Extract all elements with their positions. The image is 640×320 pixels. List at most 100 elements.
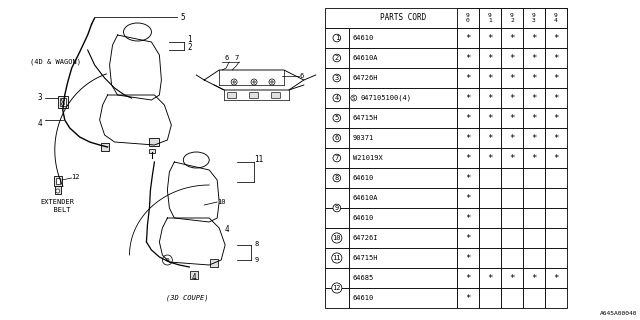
Text: *: *: [465, 213, 470, 222]
Text: 64715H: 64715H: [353, 115, 378, 121]
Text: *: *: [465, 93, 470, 102]
Text: *: *: [553, 93, 559, 102]
Text: 2: 2: [187, 44, 191, 52]
Circle shape: [163, 255, 172, 265]
Text: *: *: [531, 274, 536, 283]
Bar: [457, 288, 479, 308]
Text: *: *: [531, 74, 536, 83]
Bar: [479, 268, 501, 288]
Text: (4D & WAGON): (4D & WAGON): [30, 59, 81, 65]
Text: 12: 12: [333, 285, 341, 291]
Text: 4: 4: [335, 95, 339, 101]
Bar: [501, 88, 523, 108]
Text: *: *: [509, 114, 515, 123]
Bar: [545, 88, 567, 108]
Text: 7: 7: [335, 155, 339, 161]
Bar: [501, 168, 523, 188]
Text: *: *: [487, 154, 493, 163]
Circle shape: [231, 79, 237, 85]
Bar: [479, 188, 501, 208]
Text: 64685: 64685: [353, 275, 374, 281]
Bar: [545, 208, 567, 228]
Text: 8: 8: [335, 175, 339, 181]
Text: *: *: [487, 34, 493, 43]
Bar: [545, 168, 567, 188]
Bar: [349, 248, 457, 268]
Text: 1: 1: [187, 36, 191, 44]
Text: *: *: [553, 133, 559, 142]
Text: A645A00040: A645A00040: [600, 311, 637, 316]
Text: *: *: [509, 154, 515, 163]
Bar: [501, 28, 523, 48]
Bar: [523, 208, 545, 228]
Bar: [501, 48, 523, 68]
Text: *: *: [553, 274, 559, 283]
Text: 3: 3: [335, 75, 339, 81]
Bar: [523, 148, 545, 168]
Text: 5: 5: [335, 115, 339, 121]
Circle shape: [271, 81, 273, 83]
FancyBboxPatch shape: [56, 178, 60, 184]
Bar: [349, 188, 457, 208]
Bar: [545, 288, 567, 308]
Bar: [523, 68, 545, 88]
Bar: [349, 268, 457, 288]
Text: *: *: [465, 234, 470, 243]
Bar: [479, 288, 501, 308]
Text: *: *: [509, 53, 515, 62]
Ellipse shape: [124, 23, 152, 41]
Bar: [479, 8, 501, 28]
Bar: [325, 28, 349, 48]
Circle shape: [251, 79, 257, 85]
Bar: [457, 68, 479, 88]
Bar: [325, 8, 567, 28]
Bar: [479, 128, 501, 148]
Bar: [479, 228, 501, 248]
Text: *: *: [509, 274, 515, 283]
Bar: [479, 48, 501, 68]
Text: 64726H: 64726H: [353, 75, 378, 81]
FancyBboxPatch shape: [54, 176, 62, 186]
Text: 6: 6: [335, 135, 339, 141]
Bar: [523, 268, 545, 288]
Bar: [545, 228, 567, 248]
Text: 5: 5: [180, 12, 184, 21]
Bar: [479, 68, 501, 88]
Bar: [325, 48, 349, 68]
Text: W21019X: W21019X: [353, 155, 383, 161]
Bar: [501, 68, 523, 88]
Text: EXTENDER
  BELT: EXTENDER BELT: [41, 199, 75, 212]
Text: 3: 3: [38, 93, 42, 102]
Bar: [501, 228, 523, 248]
Bar: [457, 268, 479, 288]
Bar: [545, 248, 567, 268]
Text: 64610: 64610: [353, 215, 374, 221]
Text: 4: 4: [225, 226, 230, 235]
Bar: [457, 188, 479, 208]
Text: 11: 11: [254, 156, 264, 164]
FancyBboxPatch shape: [149, 138, 159, 146]
FancyBboxPatch shape: [58, 96, 68, 108]
Bar: [325, 188, 349, 208]
Bar: [479, 28, 501, 48]
Text: 9
1: 9 1: [488, 13, 492, 23]
Text: *: *: [553, 34, 559, 43]
Bar: [523, 188, 545, 208]
Bar: [325, 88, 349, 108]
Bar: [457, 248, 479, 268]
Bar: [457, 148, 479, 168]
Bar: [501, 248, 523, 268]
Text: 6: 6: [300, 73, 304, 79]
Bar: [457, 208, 479, 228]
FancyBboxPatch shape: [55, 186, 61, 194]
Bar: [523, 88, 545, 108]
Text: *: *: [509, 133, 515, 142]
Bar: [457, 128, 479, 148]
Text: 4: 4: [192, 274, 196, 283]
Circle shape: [61, 102, 64, 106]
Text: *: *: [553, 74, 559, 83]
FancyBboxPatch shape: [149, 149, 156, 153]
Text: *: *: [509, 93, 515, 102]
Text: *: *: [465, 274, 470, 283]
Bar: [457, 48, 479, 68]
